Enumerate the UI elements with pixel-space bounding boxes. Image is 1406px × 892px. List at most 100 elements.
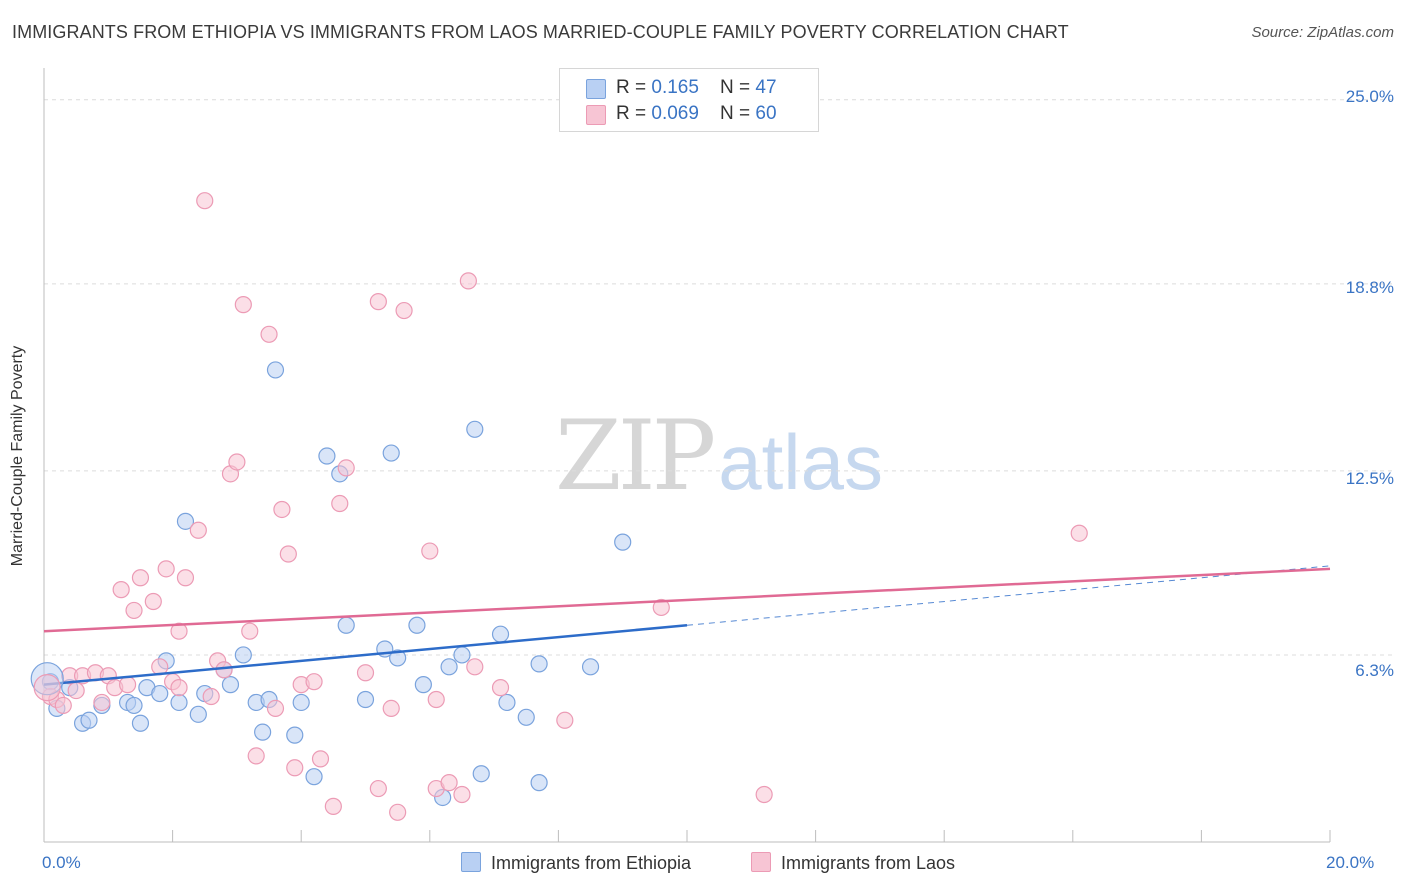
point-laos-50 — [440, 774, 458, 792]
point-ethiopia-44 — [530, 774, 548, 792]
point-ethiopia-17 — [221, 676, 240, 694]
trend-line-laos — [43, 567, 1331, 633]
point-laos-44 — [369, 293, 387, 311]
point-laos-45 — [382, 699, 400, 717]
trend-line-extension-ethiopia — [686, 565, 1331, 626]
point-ethiopia-33 — [408, 616, 426, 634]
y-axis-label: Married-Couple Family Poverty — [9, 345, 26, 567]
point-laos-22 — [196, 192, 214, 210]
point-laos-46 — [389, 803, 407, 821]
y-tick-label-12-5: 12.5% — [1345, 469, 1394, 488]
watermark: ZIPatlas — [555, 400, 883, 512]
point-laos-34 — [279, 545, 297, 563]
point-laos-53 — [466, 658, 484, 676]
point-laos-4 — [67, 681, 85, 700]
x-tick-label-max: 20.0% — [1326, 853, 1375, 872]
point-laos-16 — [157, 560, 175, 578]
point-ethiopia-28 — [337, 616, 355, 634]
point-ethiopia-8 — [131, 714, 150, 732]
correlation-legend: R = 0.165 N = 47 R = 0.069 N = 60 — [559, 68, 819, 132]
chart-title: IMMIGRANTS FROM ETHIOPIA VS IMMIGRANTS F… — [12, 22, 1069, 42]
point-ethiopia-29 — [356, 690, 375, 709]
point-laos-54 — [491, 679, 510, 697]
point-laos-58 — [1070, 524, 1088, 542]
point-ethiopia-24 — [292, 693, 310, 712]
point-ethiopia-25 — [305, 768, 323, 786]
point-ethiopia-36 — [440, 658, 458, 676]
y-tick-label-6-3: 6.3% — [1355, 661, 1394, 680]
point-laos-37 — [305, 673, 323, 691]
bottom-legend-label-laos: Immigrants from Laos — [781, 853, 956, 873]
x-tick-label-min: 0.0% — [42, 853, 81, 872]
point-laos-29 — [241, 622, 259, 640]
point-laos-43 — [369, 779, 387, 798]
bottom-legend-label-ethiopia: Immigrants from Ethiopia — [491, 853, 692, 873]
point-laos-33 — [273, 500, 291, 519]
point-laos-2 — [54, 696, 72, 715]
point-laos-40 — [331, 494, 349, 513]
point-laos-41 — [337, 459, 355, 477]
point-ethiopia-7 — [125, 696, 143, 715]
point-ethiopia-18 — [234, 646, 252, 664]
point-ethiopia-10 — [151, 684, 169, 703]
point-ethiopia-23 — [286, 726, 304, 744]
point-ethiopia-31 — [382, 444, 400, 462]
y-tick-label-25-0: 25.0% — [1345, 87, 1394, 106]
bottom-legend-ethiopia: Immigrants from Ethiopia — [461, 852, 691, 874]
point-ethiopia-43 — [530, 655, 548, 673]
point-ethiopia-40 — [491, 625, 510, 643]
legend-r-value-ethiopia: 0.165 — [651, 77, 699, 98]
point-laos-21 — [189, 521, 207, 539]
point-ethiopia-41 — [498, 693, 516, 712]
point-laos-57 — [755, 785, 773, 804]
y-tick-label-18-8: 18.8% — [1345, 278, 1394, 297]
point-ethiopia-45 — [581, 658, 600, 676]
point-laos-31 — [260, 325, 278, 343]
point-laos-56 — [652, 598, 670, 617]
legend-text-laos: R = 0.069 N = 60 — [616, 103, 777, 124]
point-laos-10 — [112, 581, 130, 599]
legend-r-value-laos: 0.069 — [651, 103, 699, 124]
point-laos-19 — [170, 679, 188, 697]
point-laos-42 — [356, 664, 375, 682]
point-laos-55 — [556, 711, 574, 729]
point-ethiopia-20 — [254, 723, 272, 741]
point-ethiopia-13 — [176, 512, 195, 530]
point-laos-27 — [228, 453, 246, 471]
point-laos-52 — [459, 272, 477, 290]
trend-line-ethiopia — [43, 624, 688, 686]
point-ethiopia-4 — [80, 711, 98, 729]
point-laos-35 — [286, 759, 304, 777]
point-laos-12 — [125, 601, 143, 620]
legend-n-value-ethiopia: 47 — [755, 77, 777, 98]
point-laos-11 — [118, 676, 137, 694]
point-laos-39 — [324, 797, 342, 815]
point-laos-7 — [93, 693, 111, 712]
source-attribution: Source: ZipAtlas.com — [1251, 24, 1394, 41]
point-laos-18 — [170, 622, 188, 640]
watermark-zip: ZIP — [555, 400, 716, 512]
point-ethiopia-22 — [266, 361, 285, 379]
point-laos-20 — [176, 569, 195, 587]
point-laos-cluster — [33, 674, 61, 702]
legend-n-value-laos: 60 — [755, 103, 777, 124]
bottom-legend-swatch-ethiopia — [461, 852, 481, 872]
point-laos-14 — [144, 592, 162, 611]
point-laos-38 — [311, 750, 330, 768]
point-ethiopia-37 — [453, 646, 471, 664]
point-ethiopia-14 — [189, 705, 207, 723]
point-ethiopia-26 — [318, 447, 336, 465]
point-laos-25 — [215, 661, 233, 679]
point-ethiopia-46 — [614, 533, 632, 551]
point-laos-28 — [234, 296, 252, 314]
point-laos-30 — [247, 747, 265, 765]
watermark-atlas: atlas — [718, 418, 883, 506]
point-ethiopia-34 — [414, 676, 432, 694]
point-ethiopia-12 — [170, 693, 188, 712]
legend-swatch-laos — [586, 105, 606, 125]
point-ethiopia-39 — [472, 765, 490, 783]
legend-swatch-ethiopia — [586, 79, 606, 99]
point-laos-47 — [395, 301, 413, 320]
point-ethiopia-38 — [466, 420, 484, 438]
point-laos-51 — [453, 785, 471, 804]
